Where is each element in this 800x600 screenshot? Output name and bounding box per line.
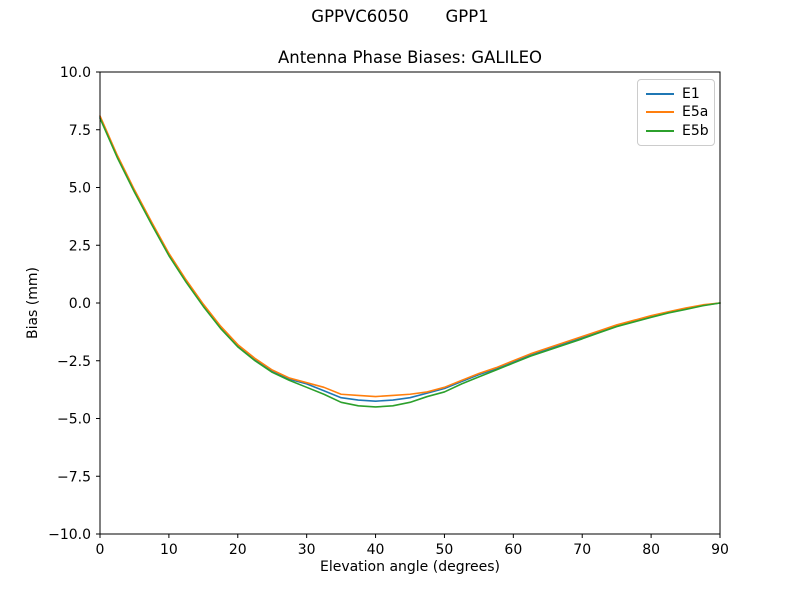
legend-item-E1: E1	[646, 87, 706, 101]
y-axis-label: Bias (mm)	[25, 266, 41, 340]
y-tick-label: 2.5	[69, 238, 91, 254]
x-tick-label: 30	[298, 542, 316, 558]
legend-label-E1: E1	[682, 86, 700, 103]
figure-suptitle: GPPVC6050 GPP1	[311, 7, 489, 26]
legend: E1 E5a E5b	[637, 79, 715, 146]
legend-swatch-E5b	[646, 129, 674, 132]
legend-swatch-E1	[646, 93, 674, 96]
axes-title: Antenna Phase Biases: GALILEO	[277, 48, 543, 67]
y-tick-label: −5.0	[57, 412, 91, 428]
legend-label-E5a: E5a	[682, 104, 709, 121]
y-tick-label: 7.5	[69, 123, 91, 139]
x-axis-label: Elevation angle (degrees)	[319, 559, 501, 575]
series-line-E5b	[99, 117, 721, 408]
legend-swatch-E5a	[646, 111, 674, 114]
y-tick-label: 0.0	[69, 296, 91, 312]
series-line-E5a	[99, 115, 721, 398]
x-tick-label: 60	[504, 542, 522, 558]
legend-item-E5a: E5a	[646, 104, 709, 121]
x-tick-label: 90	[711, 542, 729, 558]
x-tick-label: 20	[229, 542, 247, 558]
x-tick-label: 0	[96, 542, 105, 558]
x-tick-label: 10	[160, 542, 178, 558]
x-tick-label: 50	[436, 542, 454, 558]
legend-item-E5b: E5b	[646, 122, 709, 139]
legend-label-E5b: E5b	[682, 122, 709, 139]
x-tick-label: 80	[642, 542, 660, 558]
y-tick-label: 5.0	[69, 181, 91, 197]
series-line-E1	[99, 116, 721, 402]
y-tick-label: −10.0	[48, 527, 91, 543]
x-tick-label: 70	[573, 542, 591, 558]
y-tick-label: −2.5	[57, 354, 91, 370]
y-tick-label: 10.0	[60, 65, 91, 81]
x-tick-label: 40	[367, 542, 385, 558]
y-tick-label: −7.5	[57, 469, 91, 485]
axes-spines	[99, 71, 721, 535]
